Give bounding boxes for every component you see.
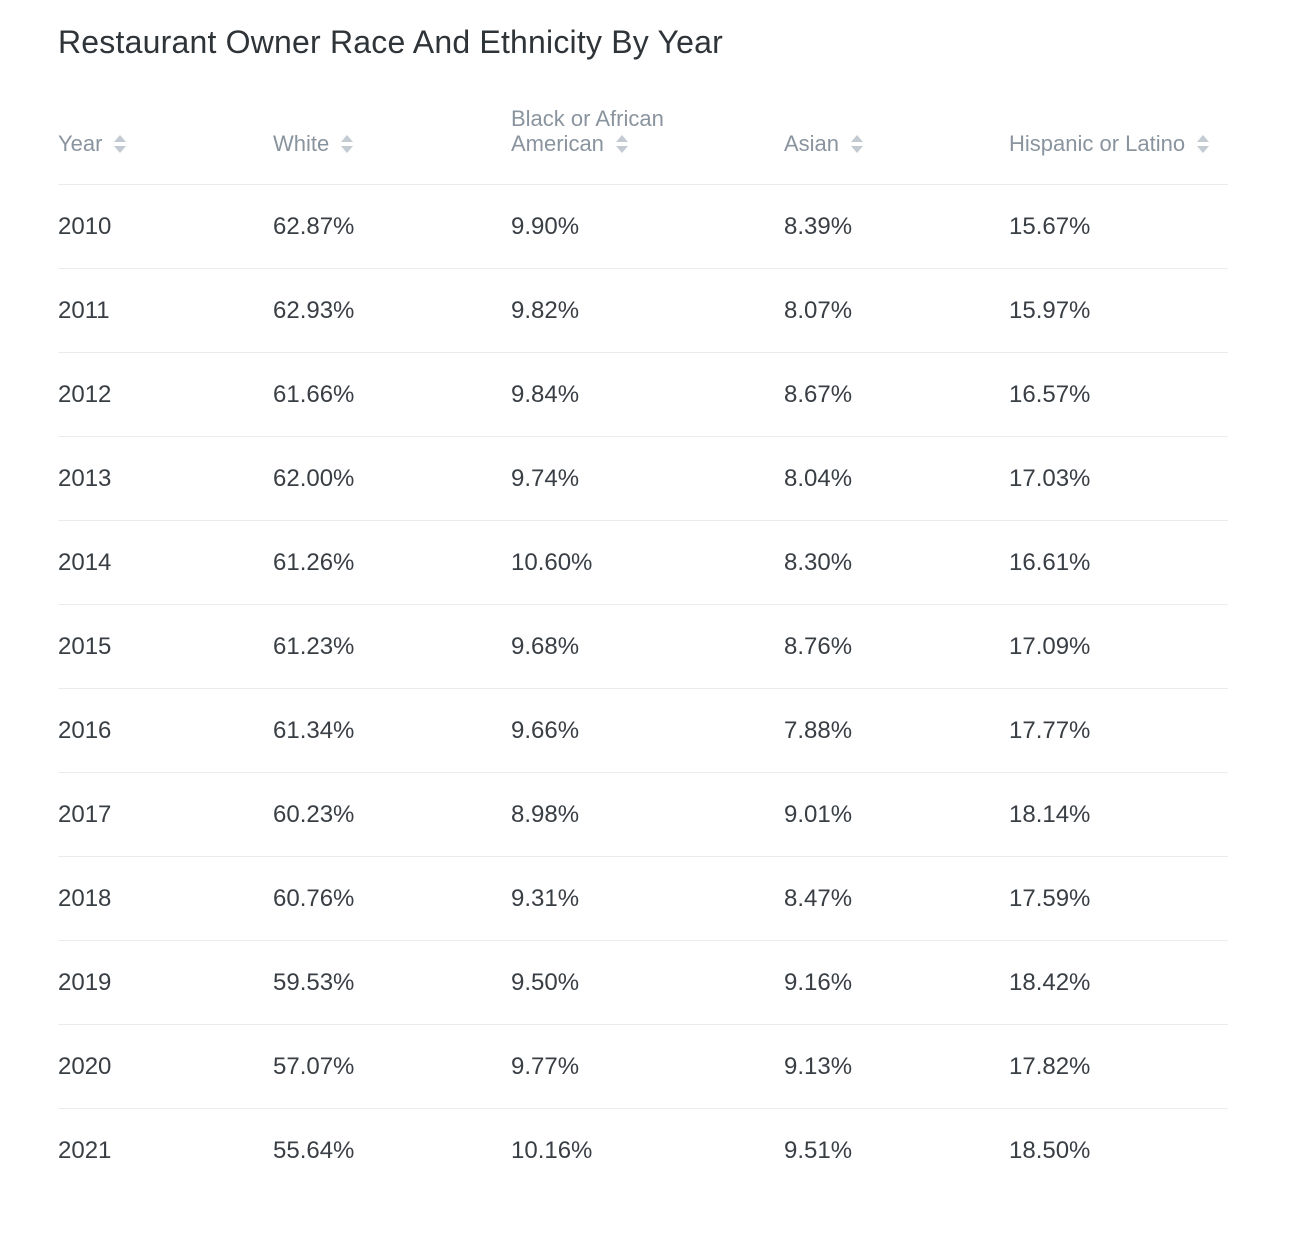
cell-year: 2015 — [58, 633, 112, 660]
table-body: 2010 62.87% 9.90% 8.39% 15.67% 2011 62.93% 9.82… — [58, 185, 1228, 1192]
cell-asian: 9.01% — [784, 801, 853, 828]
table-row: 2013 62.00% 9.74% 8.04% 17.03% — [58, 437, 1228, 521]
cell-asian: 8.39% — [784, 213, 853, 240]
header-black-or-african-american-label: Black or African American — [511, 106, 664, 156]
page-title: Restaurant Owner Race And Ethnicity By Y… — [58, 24, 723, 60]
header-white[interactable]: White — [273, 131, 354, 156]
table-row: 2019 59.53% 9.50% 9.16% 18.42% — [58, 941, 1228, 1025]
cell-white: 62.87% — [273, 213, 355, 240]
cell-black-or-african-american: 9.50% — [511, 969, 580, 996]
cell-white: 61.66% — [273, 381, 355, 408]
cell-asian: 8.30% — [784, 549, 853, 576]
cell-year: 2010 — [58, 213, 112, 240]
table-row: 2014 61.26% 10.60% 8.30% 16.61% — [58, 521, 1228, 605]
cell-hispanic-or-latino: 17.09% — [1009, 633, 1091, 660]
cell-hispanic-or-latino: 17.82% — [1009, 1053, 1091, 1080]
sort-icon[interactable] — [341, 135, 354, 153]
cell-white: 61.34% — [273, 717, 355, 744]
cell-white: 62.00% — [273, 465, 355, 492]
header-hispanic-or-latino-label: Hispanic or Latino — [1009, 131, 1186, 156]
cell-hispanic-or-latino: 16.57% — [1009, 381, 1091, 408]
cell-black-or-african-american: 9.84% — [511, 381, 580, 408]
header-black-or-african-american[interactable]: Black or African American — [511, 106, 711, 156]
cell-black-or-african-american: 10.60% — [511, 549, 593, 576]
table-row: 2011 62.93% 9.82% 8.07% 15.97% — [58, 269, 1228, 353]
cell-year: 2020 — [58, 1053, 112, 1080]
cell-asian: 7.88% — [784, 717, 853, 744]
cell-hispanic-or-latino: 15.97% — [1009, 297, 1091, 324]
sort-icon[interactable] — [851, 135, 864, 153]
cell-hispanic-or-latino: 16.61% — [1009, 549, 1091, 576]
cell-asian: 8.07% — [784, 297, 853, 324]
cell-year: 2021 — [58, 1137, 112, 1164]
table-row: 2020 57.07% 9.77% 9.13% 17.82% — [58, 1025, 1228, 1109]
cell-black-or-african-american: 9.90% — [511, 213, 580, 240]
cell-asian: 8.67% — [784, 381, 853, 408]
cell-black-or-african-american: 9.77% — [511, 1053, 580, 1080]
cell-asian: 8.47% — [784, 885, 853, 912]
sort-icon[interactable] — [615, 135, 628, 153]
cell-black-or-african-american: 9.82% — [511, 297, 580, 324]
cell-asian: 9.13% — [784, 1053, 853, 1080]
table-row: 2018 60.76% 9.31% 8.47% 17.59% — [58, 857, 1228, 941]
cell-white: 61.26% — [273, 549, 355, 576]
table-row: 2016 61.34% 9.66% 7.88% 17.77% — [58, 689, 1228, 773]
cell-white: 57.07% — [273, 1053, 355, 1080]
cell-black-or-african-american: 10.16% — [511, 1137, 593, 1164]
cell-hispanic-or-latino: 18.14% — [1009, 801, 1091, 828]
header-year-label: Year — [58, 131, 103, 156]
cell-year: 2018 — [58, 885, 112, 912]
cell-year: 2019 — [58, 969, 112, 996]
data-table: Year White Black or African American Asi… — [58, 100, 1228, 1192]
table-row: 2017 60.23% 8.98% 9.01% 18.14% — [58, 773, 1228, 857]
cell-black-or-african-american: 8.98% — [511, 801, 580, 828]
header-hispanic-or-latino[interactable]: Hispanic or Latino — [1009, 131, 1210, 156]
cell-white: 55.64% — [273, 1137, 355, 1164]
cell-year: 2016 — [58, 717, 112, 744]
table-header: Year White Black or African American Asi… — [58, 100, 1228, 185]
cell-white: 60.23% — [273, 801, 355, 828]
table-row: 2010 62.87% 9.90% 8.39% 15.67% — [58, 185, 1228, 269]
cell-year: 2017 — [58, 801, 112, 828]
cell-black-or-african-american: 9.74% — [511, 465, 580, 492]
cell-asian: 9.51% — [784, 1137, 853, 1164]
cell-black-or-african-american: 9.68% — [511, 633, 580, 660]
cell-hispanic-or-latino: 18.42% — [1009, 969, 1091, 996]
table-row: 2015 61.23% 9.68% 8.76% 17.09% — [58, 605, 1228, 689]
cell-year: 2012 — [58, 381, 112, 408]
sort-icon[interactable] — [114, 135, 127, 153]
cell-year: 2014 — [58, 549, 112, 576]
sort-icon[interactable] — [1197, 135, 1210, 153]
header-asian-label: Asian — [784, 131, 840, 156]
cell-white: 60.76% — [273, 885, 355, 912]
cell-white: 61.23% — [273, 633, 355, 660]
table-row: 2012 61.66% 9.84% 8.67% 16.57% — [58, 353, 1228, 437]
cell-asian: 8.04% — [784, 465, 853, 492]
cell-asian: 9.16% — [784, 969, 853, 996]
header-asian[interactable]: Asian — [784, 131, 864, 156]
cell-white: 59.53% — [273, 969, 355, 996]
cell-black-or-african-american: 9.66% — [511, 717, 580, 744]
cell-hispanic-or-latino: 18.50% — [1009, 1137, 1091, 1164]
cell-black-or-african-american: 9.31% — [511, 885, 580, 912]
cell-year: 2013 — [58, 465, 112, 492]
header-white-label: White — [273, 131, 330, 156]
cell-hispanic-or-latino: 15.67% — [1009, 213, 1091, 240]
cell-white: 62.93% — [273, 297, 355, 324]
cell-asian: 8.76% — [784, 633, 853, 660]
cell-year: 2011 — [58, 297, 110, 324]
table-row: 2021 55.64% 10.16% 9.51% 18.50% — [58, 1109, 1228, 1192]
cell-hispanic-or-latino: 17.03% — [1009, 465, 1091, 492]
header-year[interactable]: Year — [58, 131, 127, 156]
cell-hispanic-or-latino: 17.59% — [1009, 885, 1091, 912]
cell-hispanic-or-latino: 17.77% — [1009, 717, 1091, 744]
